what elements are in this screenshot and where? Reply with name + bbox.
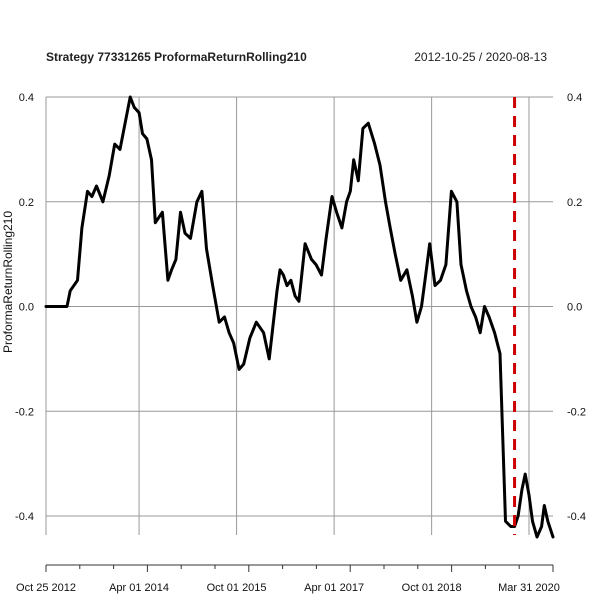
x-tick-label: Apr 01 2017 [304, 582, 364, 594]
y-tick-label-right: -0.4 [567, 511, 586, 523]
x-tick-label: Apr 01 2014 [109, 582, 169, 594]
series-line [44, 95, 555, 539]
x-tick-label: Oct 25 2012 [16, 582, 76, 594]
x-tick-label: Mar 31 2020 [498, 582, 560, 594]
chart-title: Strategy 77331265 ProformaReturnRolling2… [46, 50, 307, 64]
y-tick-label-right: 0.4 [567, 92, 582, 104]
y-tick-label-left: -0.2 [15, 406, 34, 418]
y-tick-label-left: 0.2 [19, 197, 34, 209]
x-tick-label: Oct 01 2015 [207, 582, 267, 594]
y-tick-label-right: -0.2 [567, 406, 586, 418]
y-tick-label-right: 0.2 [567, 197, 582, 209]
y-tick-label-left: -0.4 [15, 511, 34, 523]
y-tick-label-left: 0.0 [19, 302, 34, 314]
y-tick-label-left: 0.4 [19, 92, 34, 104]
y-tick-label-right: 0.0 [567, 302, 582, 314]
date-range-label: 2012-10-25 / 2020-08-13 [414, 50, 547, 64]
x-tick-label: Oct 01 2018 [402, 582, 462, 594]
y-axis-label: ProformaReturnRolling210 [1, 210, 15, 354]
